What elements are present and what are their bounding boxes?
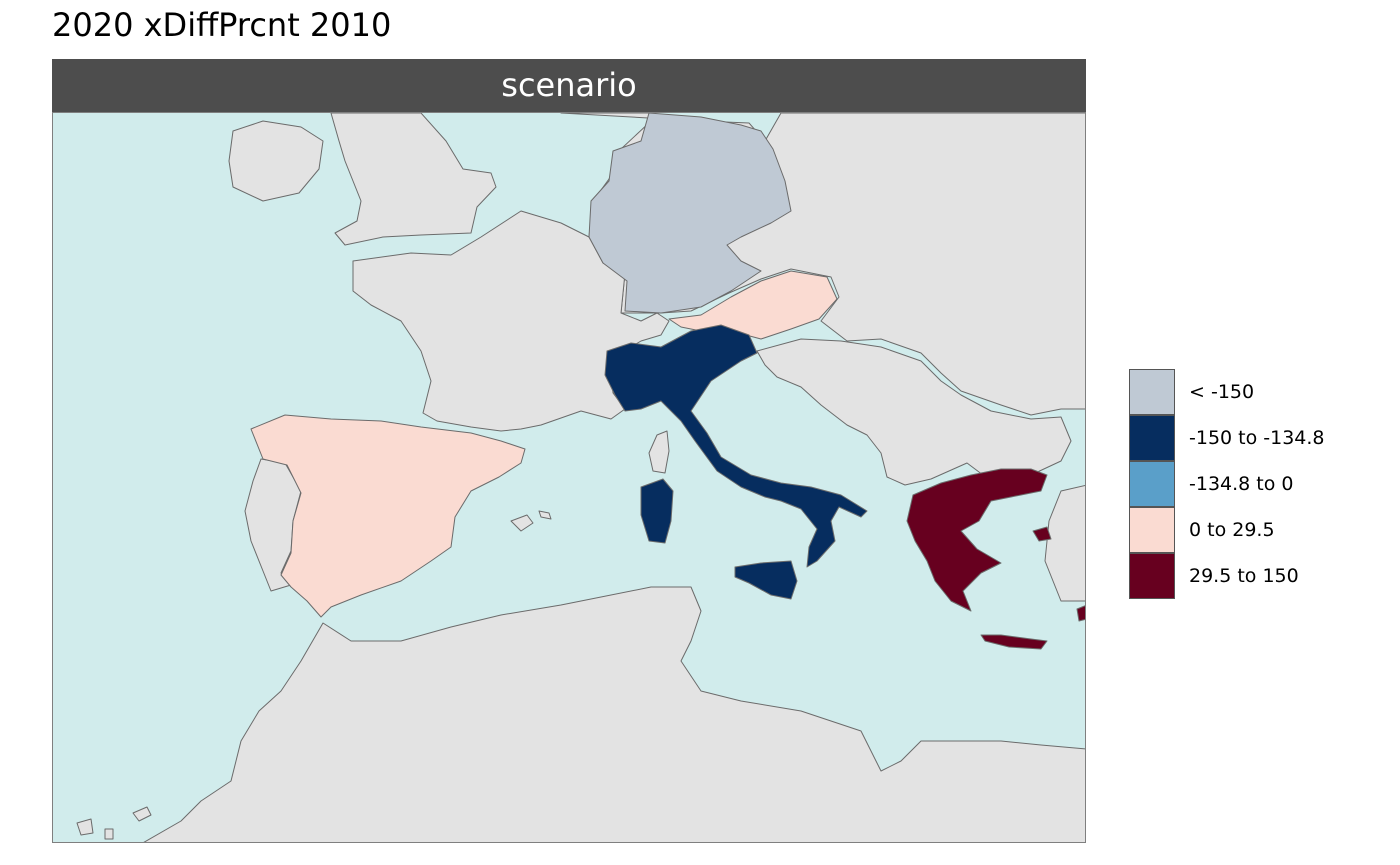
legend-label: 29.5 to 150 xyxy=(1189,565,1299,587)
greece xyxy=(906,468,1048,612)
germany xyxy=(588,113,792,314)
crete xyxy=(980,634,1048,650)
map-panel xyxy=(52,112,1086,843)
sicily xyxy=(734,560,798,600)
turkey xyxy=(1044,484,1085,602)
sardinia xyxy=(640,478,674,544)
greek-island-2 xyxy=(1076,605,1085,622)
legend-key xyxy=(1129,553,1175,599)
legend-item: 29.5 to 150 xyxy=(1129,553,1389,599)
facet-label: scenario xyxy=(501,66,637,104)
balearic-island xyxy=(510,514,534,532)
canary-island-3 xyxy=(132,806,152,822)
balearic-island-2 xyxy=(538,510,552,520)
legend-label: -150 to -134.8 xyxy=(1189,427,1325,449)
legend-key xyxy=(1129,461,1175,507)
greek-island xyxy=(1032,526,1052,542)
legend-label: 0 to 29.5 xyxy=(1189,519,1275,541)
map-title: 2020 xDiffPrcnt 2010 xyxy=(52,6,392,44)
legend-item: -134.8 to 0 xyxy=(1129,461,1389,507)
legend-label: < -150 xyxy=(1189,381,1255,403)
legend-key xyxy=(1129,507,1175,553)
north-africa xyxy=(143,586,1085,842)
canary-island-2 xyxy=(104,828,114,840)
facet-strip: scenario xyxy=(52,59,1086,112)
canary-island xyxy=(76,818,94,836)
italy xyxy=(604,324,868,568)
legend-item: -150 to -134.8 xyxy=(1129,415,1389,461)
spain xyxy=(250,414,526,618)
legend-item: 0 to 29.5 xyxy=(1129,507,1389,553)
great-britain xyxy=(330,113,497,246)
corsica xyxy=(648,430,670,474)
legend-key xyxy=(1129,369,1175,415)
legend-key xyxy=(1129,415,1175,461)
ireland xyxy=(228,120,324,202)
legend-label: -134.8 to 0 xyxy=(1189,473,1294,495)
legend-item: < -150 xyxy=(1129,369,1389,415)
